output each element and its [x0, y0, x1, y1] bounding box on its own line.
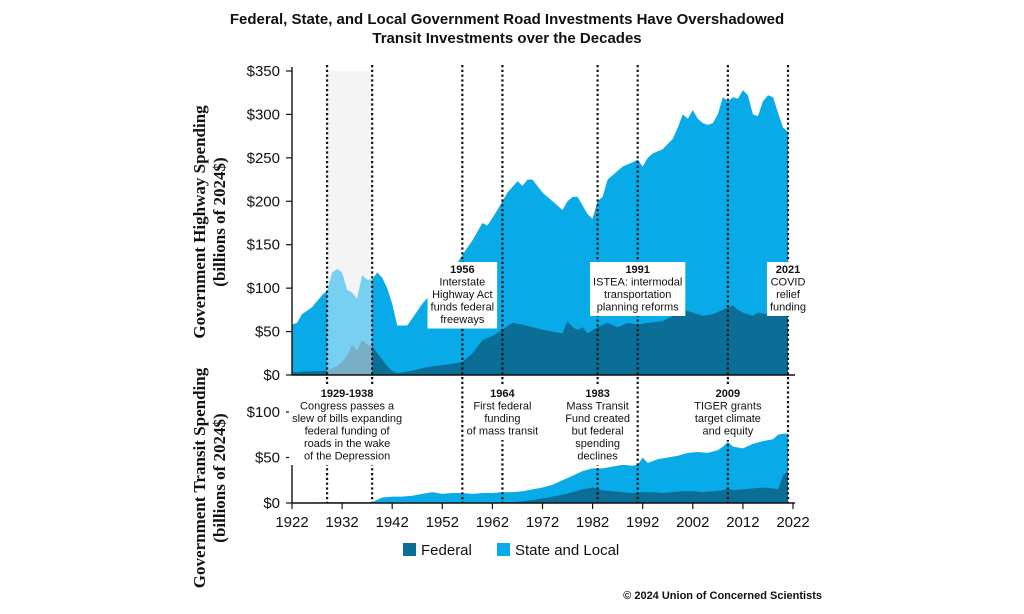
annotation-2021-line: COVID [771, 277, 806, 289]
annotation-1991-background [590, 262, 686, 316]
annotation-2009-line: TIGER grants [694, 401, 762, 413]
annotation-2021-line: 2021 [776, 264, 800, 276]
transit-ylabel-line-2: (billions of 2024$) [210, 413, 229, 542]
legend: Federal State and Local [403, 542, 619, 559]
highway-y-tick-label: $150 [247, 237, 280, 254]
x-tick-label: 1932 [325, 514, 358, 531]
annotation-1964-line: 1964 [490, 388, 515, 400]
annotation-2021-line: funding [770, 302, 806, 314]
annotation-1964-line: of mass transit [467, 426, 539, 438]
shaded-period-overlay [327, 71, 373, 375]
annotation-1983-line: declines [577, 451, 618, 463]
annotation-1983-line: Mass Transit [566, 401, 628, 413]
annotation-1956-line: 1956 [450, 264, 474, 276]
x-tick-label: 1922 [275, 514, 308, 531]
transit-ylabel-line-1: Government Transit Spending [190, 367, 209, 588]
annotation-1983-background [562, 386, 634, 465]
annotation-1983-line: but federal [572, 426, 624, 438]
highway-federal-area [292, 305, 788, 375]
tick-layer: $0 $50 $100 $150 $200 $250 $300 $350 $0 $50 $100 19… [247, 63, 810, 531]
x-tick-label: 2022 [776, 514, 809, 531]
highway-y-tick-label: $350 [247, 63, 280, 80]
legend-federal-swatch [403, 543, 416, 556]
x-tick-label: 1952 [426, 514, 459, 531]
annotation-2009-line: 2009 [716, 388, 740, 400]
annotation-2009-line: and equity [702, 426, 753, 438]
transit-federal-area [292, 471, 788, 503]
x-tick-label: 1942 [376, 514, 409, 531]
annotation-1964-background [463, 386, 542, 440]
annotation-1956-line: Highway Act [432, 289, 493, 301]
annotation-1933-line: federal funding of [305, 426, 391, 438]
highway-y-tick-label: $100 [247, 280, 280, 297]
x-tick-label: 1992 [626, 514, 659, 531]
highway-y-tick-label: $200 [247, 193, 280, 210]
annotation-1956-line: funds federal [431, 302, 495, 314]
annotation-1964-line: First federal [473, 401, 531, 413]
annotation-1983-line: Fund created [565, 413, 630, 425]
copyright: © 2024 Union of Concerned Scientists [623, 590, 822, 602]
annotation-1991-line: transportation [604, 289, 671, 301]
x-tick-label: 1982 [576, 514, 609, 531]
legend-state-local-swatch [497, 543, 510, 556]
annotation-2009-line: target climate [695, 413, 761, 425]
transit-y-tick-label: $100 [247, 404, 280, 421]
annotation-1964-line: funding [484, 413, 520, 425]
annotation-1956-line: freeways [440, 314, 485, 326]
highway-y-tick-label: $0 [263, 367, 280, 384]
transit-state-local-area [292, 433, 788, 503]
annotation-2009-background [690, 386, 765, 440]
annotation-2021-background [766, 262, 810, 316]
highway-ylabel: Government Highway Spending (billions of… [190, 105, 229, 339]
chart-title-line-2: Transit Investments over the Decades [372, 30, 641, 47]
x-tick-label: 2012 [726, 514, 759, 531]
transit-y-tick-label: $50 [255, 450, 280, 467]
annotation-1933-background [289, 386, 406, 465]
highway-y-tick-label: $50 [255, 324, 280, 341]
highway-ylabel-line-2: (billions of 2024$) [210, 157, 229, 286]
highway-y-tick-label: $300 [247, 106, 280, 123]
annotation-1991-line: ISTEA: intermodal [593, 277, 682, 289]
x-tick-label: 1962 [476, 514, 509, 531]
annotation-1933-line: of the Depression [304, 451, 390, 463]
highway-ylabel-line-1: Government Highway Spending [190, 105, 209, 339]
axes-layer [291, 67, 795, 504]
x-tick-label: 2002 [676, 514, 709, 531]
transit-ylabel: Government Transit Spending (billions of… [190, 367, 229, 588]
annotation-1991-line: planning reforms [597, 302, 679, 314]
annotation-1983-line: spending [575, 438, 620, 450]
annotation-2021-line: relief [776, 289, 801, 301]
annotation-1983-line: 1983 [585, 388, 609, 400]
annotation-1933-line: Congress passes a [300, 401, 395, 413]
chart-title-line-1: Federal, State, and Local Government Roa… [230, 11, 784, 28]
transit-y-tick-label: $0 [263, 495, 280, 512]
annotation-1933-line: slew of bills expanding [292, 413, 402, 425]
annotation-1933-line: roads in the wake [304, 438, 390, 450]
x-tick-label: 1972 [526, 514, 559, 531]
legend-federal-label: Federal [421, 542, 472, 559]
annotation-1956-line: Interstate [439, 277, 485, 289]
shade-overlay-layer [327, 71, 373, 375]
highway-y-tick-label: $250 [247, 150, 280, 167]
annotation-1956-background [427, 262, 498, 329]
annotation-1991-line: 1991 [625, 264, 649, 276]
annotation-1933-line: 1929-1938 [321, 388, 374, 400]
legend-state-local-label: State and Local [515, 542, 619, 559]
